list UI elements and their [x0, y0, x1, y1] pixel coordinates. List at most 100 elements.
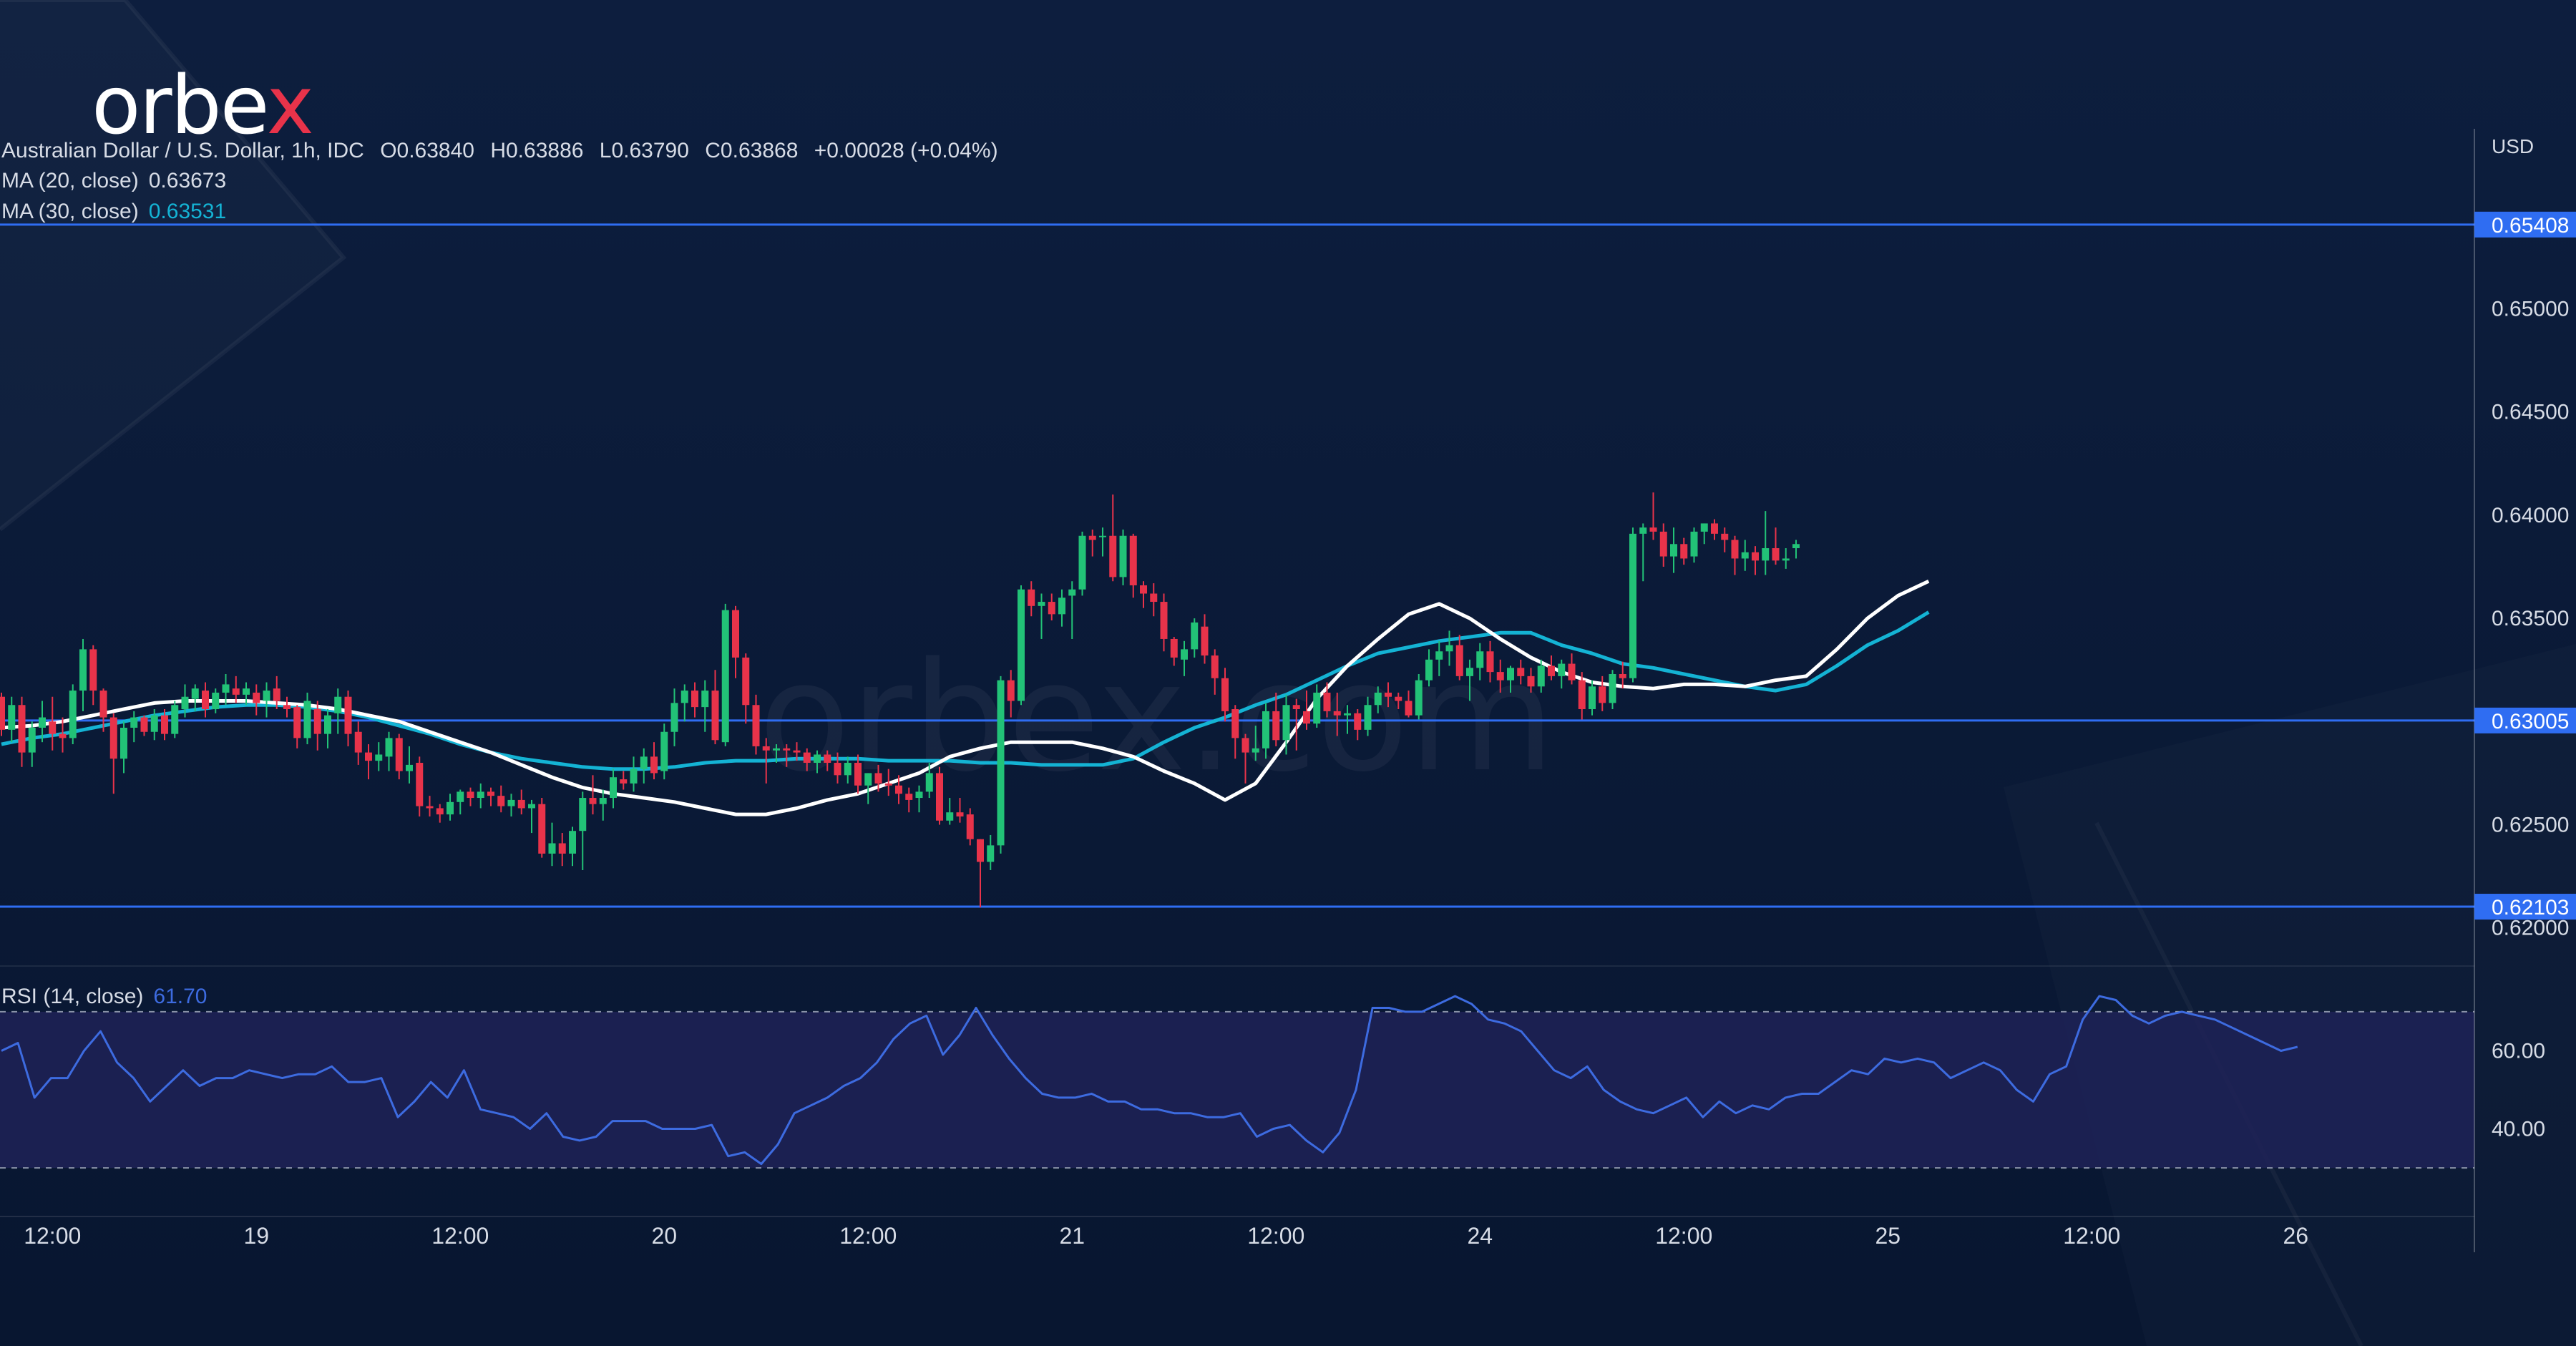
candle[interactable]	[1313, 684, 1321, 728]
candle[interactable]	[1548, 655, 1555, 681]
candle[interactable]	[1425, 649, 1433, 687]
candle[interactable]	[1211, 649, 1219, 695]
candle[interactable]	[946, 798, 954, 825]
candle[interactable]	[854, 754, 862, 794]
candle[interactable]	[1007, 670, 1015, 718]
candle[interactable]	[1262, 703, 1269, 759]
candle[interactable]	[1292, 698, 1300, 751]
candle[interactable]	[181, 684, 189, 718]
candle[interactable]	[1537, 659, 1545, 693]
candle[interactable]	[1109, 494, 1117, 582]
candle[interactable]	[385, 731, 393, 771]
candle[interactable]	[467, 787, 474, 806]
candle[interactable]	[1752, 546, 1759, 575]
candle[interactable]	[793, 742, 801, 761]
ma20-legend[interactable]: MA (20, close) 0.63673	[1, 169, 236, 193]
candle[interactable]	[1731, 535, 1739, 575]
candle[interactable]	[721, 603, 729, 746]
candle[interactable]	[589, 775, 597, 815]
candle[interactable]	[447, 794, 454, 821]
candle[interactable]	[18, 696, 26, 767]
candle[interactable]	[365, 744, 372, 780]
candle[interactable]	[1374, 686, 1382, 713]
candle[interactable]	[130, 711, 138, 743]
candle[interactable]	[1018, 585, 1025, 706]
candle[interactable]	[344, 691, 352, 746]
candle[interactable]	[1078, 531, 1086, 596]
candle[interactable]	[426, 796, 434, 816]
candle[interactable]	[1629, 527, 1636, 683]
candle[interactable]	[936, 766, 943, 825]
candle[interactable]	[293, 705, 301, 748]
candle[interactable]	[1589, 680, 1596, 716]
candle[interactable]	[1272, 692, 1280, 746]
candle[interactable]	[1415, 673, 1423, 720]
candle[interactable]	[477, 783, 484, 809]
candle[interactable]	[1741, 540, 1749, 571]
candle[interactable]	[1568, 653, 1576, 685]
candle[interactable]	[79, 638, 87, 711]
candle[interactable]	[273, 676, 280, 710]
candle[interactable]	[39, 701, 46, 743]
candle[interactable]	[0, 692, 5, 736]
candle[interactable]	[232, 676, 240, 703]
candle[interactable]	[283, 696, 291, 718]
candle[interactable]	[1160, 593, 1168, 652]
candle[interactable]	[1578, 672, 1586, 720]
candle[interactable]	[884, 769, 892, 796]
candle[interactable]	[1609, 670, 1616, 710]
candle[interactable]	[1670, 527, 1677, 573]
candle[interactable]	[1558, 659, 1566, 689]
candle[interactable]	[161, 709, 168, 741]
candle[interactable]	[436, 804, 444, 823]
candle[interactable]	[660, 723, 668, 780]
candle[interactable]	[1119, 530, 1127, 585]
candle[interactable]	[977, 839, 984, 907]
candle[interactable]	[966, 808, 974, 846]
candle[interactable]	[497, 785, 505, 813]
rsi-legend[interactable]: RSI (14, close) 61.70	[1, 985, 217, 1009]
candle[interactable]	[691, 682, 698, 718]
candle[interactable]	[1599, 676, 1606, 711]
candle[interactable]	[1038, 593, 1045, 639]
candle[interactable]	[395, 733, 403, 780]
candle[interactable]	[762, 738, 770, 784]
candle[interactable]	[915, 785, 923, 813]
candle[interactable]	[824, 750, 831, 771]
candle[interactable]	[1405, 691, 1413, 718]
candle[interactable]	[140, 715, 148, 736]
candle[interactable]	[1772, 527, 1780, 565]
candle[interactable]	[814, 750, 821, 774]
candle[interactable]	[864, 773, 872, 804]
candle[interactable]	[1303, 691, 1310, 730]
candle[interactable]	[8, 696, 16, 743]
candle[interactable]	[711, 670, 719, 745]
candle[interactable]	[507, 794, 515, 816]
candle[interactable]	[620, 771, 628, 790]
candle[interactable]	[313, 701, 321, 751]
candle[interactable]	[1385, 682, 1392, 708]
candle[interactable]	[1140, 581, 1147, 608]
candle[interactable]	[1435, 640, 1443, 676]
candle[interactable]	[1181, 640, 1188, 676]
candle[interactable]	[773, 744, 780, 764]
candle[interactable]	[1364, 696, 1372, 736]
candle[interactable]	[1711, 519, 1718, 540]
candle[interactable]	[1507, 665, 1514, 693]
candle[interactable]	[263, 682, 270, 718]
candle[interactable]	[874, 764, 882, 792]
candle[interactable]	[1048, 593, 1055, 621]
candle[interactable]	[1088, 530, 1096, 557]
candle[interactable]	[69, 684, 77, 745]
candle[interactable]	[150, 709, 158, 741]
candle[interactable]	[1231, 705, 1239, 759]
candle[interactable]	[579, 791, 587, 870]
candle[interactable]	[742, 653, 750, 724]
candle[interactable]	[895, 775, 902, 804]
candle[interactable]	[1445, 630, 1453, 666]
candle[interactable]	[517, 789, 525, 815]
candle[interactable]	[89, 645, 97, 706]
candle[interactable]	[528, 799, 535, 834]
candle[interactable]	[1649, 492, 1657, 540]
